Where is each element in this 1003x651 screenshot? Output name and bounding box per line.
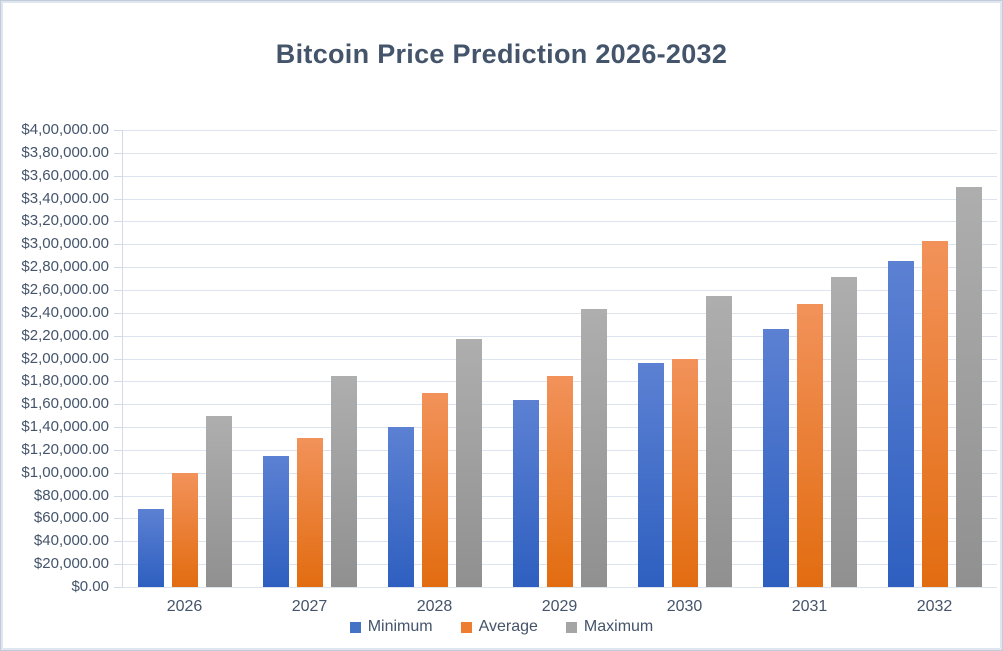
chart-title: Bitcoin Price Prediction 2026-2032	[275, 39, 728, 69]
bar-average-2026	[171, 472, 198, 587]
x-axis-baseline	[122, 587, 997, 588]
bar-minimum-2028	[387, 427, 414, 587]
x-axis-label-2030: 2030	[666, 598, 703, 615]
y-axis-tick-label: $1,00,000.00	[21, 463, 109, 481]
bar-maximum-2028	[455, 339, 482, 587]
legend-label: Average	[478, 618, 538, 635]
y-axis-tick-label: $3,40,000.00	[21, 189, 109, 207]
y-axis-tick-label: $1,40,000.00	[21, 418, 109, 436]
gridline	[122, 221, 997, 223]
y-axis-tick	[114, 289, 122, 291]
bar-minimum-2026	[137, 509, 164, 587]
bar-average-2027	[296, 438, 323, 587]
y-axis-tick	[114, 495, 122, 497]
y-axis-tick-label: $3,60,000.00	[21, 166, 109, 184]
y-axis-tick	[114, 381, 122, 383]
y-axis-line	[122, 130, 123, 587]
y-axis-tick	[114, 198, 122, 200]
gridline	[122, 267, 997, 269]
y-axis-tick	[114, 427, 122, 429]
legend-item-average: Average	[460, 618, 538, 636]
bar-minimum-2032	[887, 261, 914, 587]
y-axis-tick	[114, 312, 122, 314]
y-axis-tick	[114, 130, 122, 131]
y-axis-tick	[114, 404, 122, 406]
x-axis-label-2027: 2027	[291, 598, 328, 615]
bar-minimum-2031	[762, 328, 789, 587]
legend-label: Maximum	[583, 618, 654, 635]
legend-item-maximum: Maximum	[565, 618, 654, 636]
y-axis-tick-label: $2,60,000.00	[21, 280, 109, 298]
y-axis-tick-label: $3,20,000.00	[21, 212, 109, 230]
y-axis-tick	[114, 335, 122, 337]
y-axis-tick-label: $2,00,000.00	[21, 349, 109, 367]
y-axis-tick	[114, 221, 122, 223]
y-axis-tick-label: $1,80,000.00	[21, 372, 109, 390]
gridline	[122, 244, 997, 246]
bar-maximum-2032	[955, 187, 982, 587]
y-axis-tick-label: $2,80,000.00	[21, 258, 109, 276]
bar-average-2029	[546, 375, 573, 587]
y-axis-tick	[114, 175, 122, 177]
bar-minimum-2027	[262, 455, 289, 587]
bar-minimum-2029	[512, 399, 539, 587]
x-axis-label-2032: 2032	[916, 598, 953, 615]
bar-average-2031	[796, 303, 823, 587]
y-axis-tick	[114, 518, 122, 520]
y-axis-tick	[114, 587, 122, 588]
x-axis-label-2031: 2031	[791, 598, 828, 615]
legend-item-minimum: Minimum	[349, 618, 433, 636]
legend-label: Minimum	[367, 618, 433, 635]
y-axis-tick	[114, 244, 122, 246]
y-axis-tick-label: $2,20,000.00	[21, 326, 109, 344]
y-axis-tick-label: $1,20,000.00	[21, 440, 109, 458]
gridline	[122, 130, 997, 131]
legend: Minimum Average Maximum	[3, 618, 1000, 636]
bar-average-2030	[671, 358, 698, 587]
gridline	[122, 312, 997, 314]
y-axis-tick	[114, 449, 122, 451]
gridline	[122, 358, 997, 360]
y-axis-tick-label: $0.00	[71, 578, 109, 595]
gridline	[122, 175, 997, 177]
y-axis-tick-label: $3,80,000.00	[21, 143, 109, 161]
y-axis-tick	[114, 564, 122, 566]
plot-area	[122, 130, 997, 588]
gridline	[122, 198, 997, 200]
legend-marker-maximum	[565, 621, 577, 633]
gridline	[122, 152, 997, 154]
y-axis-tick-label: $40,000.00	[33, 532, 109, 550]
gridline	[122, 335, 997, 337]
y-axis-tick-label: $20,000.00	[33, 555, 109, 573]
y-axis-tick-label: $1,60,000.00	[21, 395, 109, 413]
legend-marker-average	[460, 621, 472, 633]
y-axis-tick	[114, 358, 122, 360]
x-axis-label-2028: 2028	[416, 598, 453, 615]
bar-average-2032	[921, 240, 948, 587]
y-axis-tick	[114, 541, 122, 543]
bar-minimum-2030	[637, 363, 664, 587]
y-axis-tick	[114, 152, 122, 154]
y-axis-tick-label: $3,00,000.00	[21, 235, 109, 253]
x-axis-label-2026: 2026	[166, 598, 203, 615]
y-axis-tick-label: $2,40,000.00	[21, 303, 109, 321]
legend-marker-minimum	[349, 621, 361, 633]
y-axis-tick-label: $4,00,000.00	[21, 121, 109, 138]
x-axis-label-2029: 2029	[541, 598, 578, 615]
bar-maximum-2026	[205, 415, 232, 587]
bar-maximum-2027	[330, 375, 357, 587]
bar-maximum-2029	[580, 309, 607, 587]
bar-maximum-2031	[830, 277, 857, 587]
bar-maximum-2030	[705, 295, 732, 587]
y-axis-tick	[114, 267, 122, 269]
y-axis-tick-label: $60,000.00	[33, 509, 109, 527]
y-axis-tick	[114, 472, 122, 474]
bar-average-2028	[421, 392, 448, 587]
y-axis-tick-label: $80,000.00	[33, 486, 109, 504]
gridline	[122, 289, 997, 291]
